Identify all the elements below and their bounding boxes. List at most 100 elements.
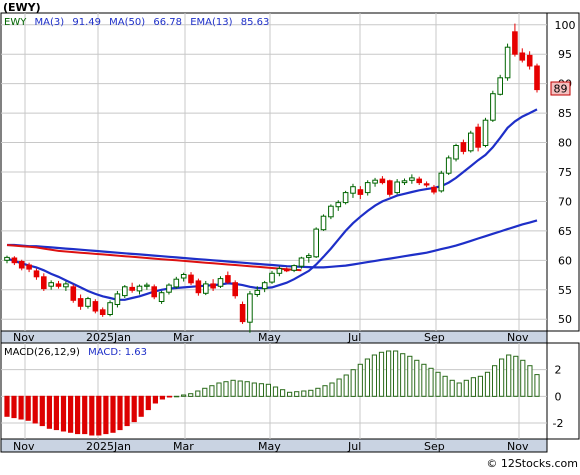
candle-down xyxy=(210,279,216,291)
macd-bar-positive xyxy=(407,355,413,397)
candle-body xyxy=(173,278,180,288)
macd-bar-negative xyxy=(32,395,38,424)
macd-bar-positive xyxy=(393,350,399,397)
candle-body xyxy=(350,186,356,194)
macd-bar-negative xyxy=(75,395,81,435)
candle-body xyxy=(107,302,113,316)
candle-down xyxy=(423,181,430,188)
candle-up xyxy=(276,266,283,277)
candle-up xyxy=(313,227,319,258)
candle-down xyxy=(431,184,437,195)
candle-body xyxy=(379,178,386,184)
candle-body xyxy=(4,256,10,261)
candle-down xyxy=(26,262,32,273)
macd-bar-positive xyxy=(223,381,229,397)
macd-bar-positive xyxy=(400,353,406,397)
macd-bar-negative xyxy=(46,395,52,429)
candle-up xyxy=(166,283,172,295)
candle-body xyxy=(526,54,533,67)
macd-bar-positive xyxy=(357,363,363,397)
macd-bar-negative xyxy=(110,395,116,433)
watermark: © 12Stocks.com xyxy=(486,457,578,470)
legend-ma50-value: 66.78 xyxy=(153,17,182,28)
candle-up xyxy=(203,280,209,296)
candle-body xyxy=(41,276,47,290)
candle-body xyxy=(468,132,474,152)
macd-bar-negative xyxy=(138,395,144,417)
candle-body xyxy=(497,77,503,95)
price-tick-label: 95 xyxy=(558,48,572,61)
price-tick-label: 70 xyxy=(558,195,572,208)
svg-text:MACD(26,12,9) MACD:: MACD(26,12,9) MACD: 1.63 xyxy=(4,347,147,358)
candle-up xyxy=(490,90,496,122)
candle-up xyxy=(306,253,312,263)
macd-bar-positive xyxy=(449,379,455,397)
candle-body xyxy=(217,278,224,287)
candle-down xyxy=(33,268,40,280)
macd-bar-positive xyxy=(251,382,257,397)
macd-bar-negative xyxy=(11,395,17,419)
candle-down xyxy=(77,294,84,310)
price-tick-label: 80 xyxy=(558,137,572,150)
macd-bar-negative xyxy=(131,395,137,423)
candle-up xyxy=(350,183,356,198)
candle-down xyxy=(99,307,106,317)
chart-title: (EWY) xyxy=(3,1,41,14)
candle-down xyxy=(92,299,99,314)
candle-up xyxy=(261,280,268,293)
candle-body xyxy=(247,293,253,323)
macd-date-strip xyxy=(0,438,548,453)
candle-down xyxy=(195,278,202,296)
candle-body xyxy=(475,126,481,148)
candle-body xyxy=(188,274,194,284)
candle-up xyxy=(504,43,511,81)
candle-body xyxy=(11,257,18,264)
legend-ema13-value: 85.63 xyxy=(241,17,270,28)
macd-bar-positive xyxy=(456,382,462,397)
macd-bar-positive xyxy=(181,394,187,397)
date-tick-label: Mar xyxy=(173,331,194,344)
price-badge-label: 89 xyxy=(554,83,568,96)
macd-bar-negative xyxy=(89,395,95,436)
candle-body xyxy=(92,301,99,312)
candle-up xyxy=(254,286,261,297)
macd-bar-positive xyxy=(287,391,293,397)
candle-body xyxy=(166,284,172,293)
candle-up xyxy=(335,200,342,211)
macd-legend-value: 1.63 xyxy=(125,347,147,358)
candle-down xyxy=(526,51,533,70)
macd-bar-positive xyxy=(174,395,180,398)
candle-down xyxy=(188,272,194,286)
legend-ma3-label: MA(3) xyxy=(35,17,65,28)
date-tick-label: May xyxy=(258,440,281,453)
candle-body xyxy=(151,286,157,298)
macd-bar-positive xyxy=(265,383,271,397)
candle-body xyxy=(114,293,121,305)
candle-body xyxy=(269,272,275,283)
candle-body xyxy=(195,280,202,294)
macd-bar-positive xyxy=(336,378,342,397)
candle-body xyxy=(276,268,283,274)
candle-up xyxy=(438,170,445,193)
candle-up xyxy=(453,143,459,162)
candle-body xyxy=(298,257,305,267)
macd-bar-positive xyxy=(258,383,264,397)
price-tick-label: 65 xyxy=(558,225,572,238)
macd-bar-negative xyxy=(18,395,24,420)
macd-bar-positive xyxy=(527,365,533,397)
candle-body xyxy=(18,261,25,269)
macd-bar-positive xyxy=(428,367,434,397)
candle-body xyxy=(445,157,452,174)
candle-up xyxy=(482,117,489,148)
candle-body xyxy=(416,178,422,184)
macd-bar-negative xyxy=(103,395,109,435)
date-tick-label: Nov xyxy=(507,440,529,453)
price-tick-label: 100 xyxy=(555,19,576,32)
macd-bar-positive xyxy=(195,390,201,397)
candle-down xyxy=(18,259,25,271)
macd-bar-positive xyxy=(506,354,512,397)
macd-bar-positive xyxy=(470,377,476,397)
macd-bar-positive xyxy=(280,389,286,397)
